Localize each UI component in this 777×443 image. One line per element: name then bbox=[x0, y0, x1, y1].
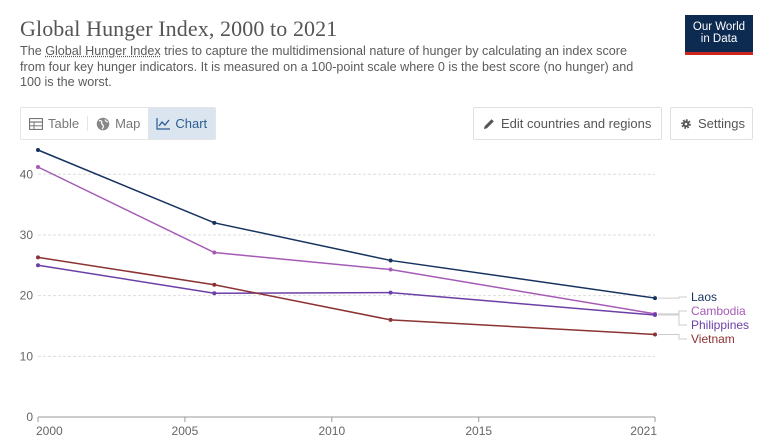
data-point-cambodia[interactable] bbox=[212, 250, 217, 255]
series-line-laos[interactable] bbox=[37, 149, 656, 299]
pencil-icon bbox=[483, 118, 495, 130]
data-point-laos[interactable] bbox=[36, 148, 40, 152]
subtitle-text-end: tries to capture the multidimensional na… bbox=[20, 44, 634, 89]
x-tick-label: 2021 bbox=[630, 424, 657, 438]
ghi-link[interactable]: Global Hunger Index bbox=[45, 44, 161, 58]
logo-accent-bar bbox=[685, 52, 753, 55]
x-tick-label: 2010 bbox=[318, 424, 345, 438]
tab-chart[interactable]: Chart bbox=[148, 108, 216, 139]
data-point-vietnam[interactable] bbox=[36, 255, 40, 260]
gear-icon bbox=[680, 118, 692, 130]
data-point-laos[interactable] bbox=[388, 258, 393, 263]
data-point-vietnam[interactable] bbox=[388, 317, 393, 322]
y-tick-label: 10 bbox=[20, 349, 34, 363]
y-tick-label: 20 bbox=[20, 289, 34, 303]
data-point-vietnam[interactable] bbox=[653, 332, 657, 337]
tab-map[interactable]: Map bbox=[88, 108, 148, 139]
legend-label-philippines[interactable]: Philippines bbox=[691, 318, 749, 332]
data-point-cambodia[interactable] bbox=[36, 164, 40, 169]
data-point-philippines[interactable] bbox=[36, 263, 40, 268]
logo-line-1: Our World bbox=[692, 21, 746, 33]
tab-divider bbox=[87, 116, 89, 131]
chart-subtitle: The Global Hunger Index tries to capture… bbox=[20, 44, 650, 91]
view-tabs: Table Map Chart bbox=[20, 107, 217, 140]
series-line-vietnam[interactable] bbox=[37, 256, 656, 336]
legend-label-vietnam[interactable]: Vietnam bbox=[691, 332, 735, 346]
logo-line-2: in Data bbox=[700, 33, 738, 45]
tab-chart-label: Chart bbox=[175, 116, 208, 131]
chart-title: Global Hunger Index, 2000 to 2021 bbox=[20, 16, 338, 41]
data-point-laos[interactable] bbox=[653, 296, 657, 301]
legend-connector bbox=[658, 310, 687, 315]
legend-label-laos[interactable]: Laos bbox=[691, 290, 717, 304]
x-tick-label: 2000 bbox=[36, 424, 63, 438]
data-point-philippines[interactable] bbox=[212, 291, 217, 296]
data-point-vietnam[interactable] bbox=[212, 282, 217, 287]
settings-label: Settings bbox=[698, 116, 745, 131]
y-tick-label: 40 bbox=[20, 167, 34, 181]
series-line-cambodia[interactable] bbox=[37, 166, 656, 315]
y-tick-label: 0 bbox=[26, 410, 33, 424]
settings-button[interactable]: Settings bbox=[670, 107, 753, 140]
tab-map-label: Map bbox=[115, 116, 141, 131]
line-chart-icon bbox=[156, 117, 171, 130]
data-point-philippines[interactable] bbox=[388, 290, 393, 295]
owid-logo[interactable]: Our World in Data bbox=[685, 15, 753, 55]
edit-countries-button[interactable]: Edit countries and regions bbox=[473, 107, 662, 140]
data-point-laos[interactable] bbox=[212, 220, 217, 225]
y-tick-label: 30 bbox=[20, 228, 34, 242]
table-icon bbox=[29, 117, 43, 130]
x-tick-label: 2005 bbox=[172, 424, 199, 438]
legend-label-cambodia[interactable]: Cambodia bbox=[691, 304, 746, 318]
data-point-philippines[interactable] bbox=[653, 313, 657, 318]
legend-connector bbox=[658, 296, 687, 299]
edit-countries-label: Edit countries and regions bbox=[501, 116, 652, 131]
tab-table[interactable]: Table bbox=[21, 108, 87, 139]
tab-table-label: Table bbox=[48, 116, 80, 131]
subtitle-text-start: The bbox=[20, 44, 46, 58]
series-line-philippines[interactable] bbox=[37, 264, 656, 316]
legend-connector bbox=[658, 333, 687, 340]
legend-connector bbox=[658, 314, 687, 326]
data-point-cambodia[interactable] bbox=[388, 267, 393, 272]
globe-icon bbox=[96, 117, 110, 131]
x-tick-label: 2015 bbox=[465, 424, 492, 438]
